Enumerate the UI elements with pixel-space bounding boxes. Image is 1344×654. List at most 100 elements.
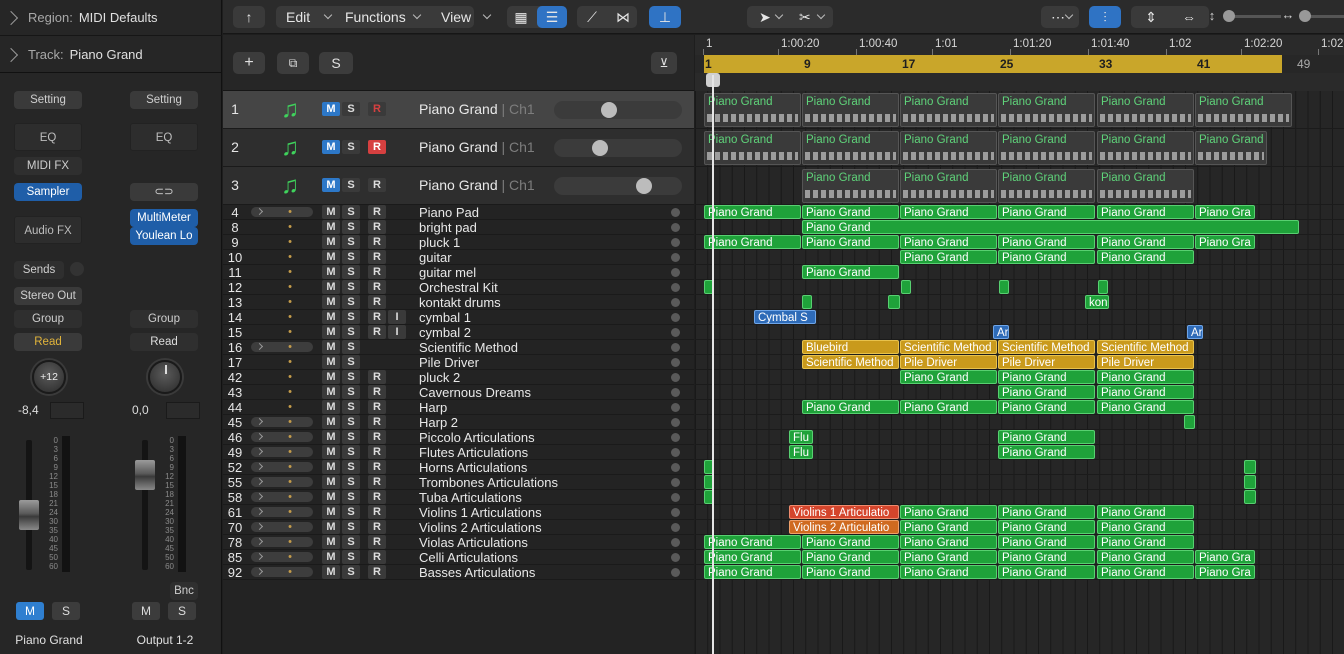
region[interactable]: Scientific Method (998, 340, 1095, 354)
track-name[interactable]: Violins 1 Articulations (419, 505, 542, 520)
record-button[interactable]: R (368, 385, 386, 399)
track-row[interactable]: 1 ♫ M S R Piano Grand | Ch1 (223, 91, 694, 129)
solo-button[interactable]: S (342, 490, 360, 504)
track-name[interactable]: Piano Grand | Ch1 (419, 177, 535, 193)
solo-button[interactable]: S (52, 602, 80, 620)
track-row[interactable]: 12 • M S R Orchestral Kit (223, 280, 694, 295)
chevron-right-icon[interactable] (3, 47, 19, 62)
region[interactable]: Bluebird (802, 340, 899, 354)
region[interactable]: Piano Grand (900, 550, 997, 564)
input-monitor-button[interactable]: I (388, 310, 406, 324)
mute-button[interactable]: M (322, 370, 340, 384)
region[interactable]: Piano Grand (1097, 93, 1194, 127)
solo-button[interactable]: S (342, 355, 360, 369)
mute-button[interactable]: M (322, 520, 340, 534)
region[interactable]: Piano Grand (998, 131, 1095, 165)
region[interactable]: Scientific Method (1097, 340, 1194, 354)
region[interactable] (1244, 460, 1256, 474)
track-name[interactable]: Orchestral Kit (419, 280, 498, 295)
track-stack-disclosure[interactable] (251, 522, 313, 532)
bounce-button[interactable]: Bnc (170, 582, 198, 600)
record-button[interactable]: R (368, 415, 386, 429)
region[interactable]: Piano Grand (1097, 250, 1194, 264)
region[interactable]: Piano Grand (1097, 235, 1194, 249)
waveform-zoom-icon[interactable]: ⫶ (1089, 6, 1121, 28)
mute-button[interactable]: M (322, 250, 340, 264)
region[interactable]: Piano Grand (1097, 565, 1194, 579)
track-stack-disclosure[interactable] (251, 567, 313, 577)
input-monitor-button[interactable]: I (388, 325, 406, 339)
track-stack-disclosure[interactable] (251, 552, 313, 562)
solo-button[interactable]: S (168, 602, 196, 620)
group-slot[interactable]: Group (14, 310, 82, 328)
region[interactable]: Piano Grand (900, 250, 997, 264)
record-button[interactable]: R (368, 430, 386, 444)
mute-button[interactable]: M (322, 445, 340, 459)
solo-button[interactable]: S (342, 340, 360, 354)
region[interactable]: Scientific Method (900, 340, 997, 354)
region[interactable]: Piano Grand (900, 205, 997, 219)
mute-button[interactable]: M (322, 565, 340, 579)
track-row[interactable]: 46 • M S R Piccolo Articulations (223, 430, 694, 445)
region[interactable]: Piano Grand (704, 205, 801, 219)
track-name[interactable]: cymbal 2 (419, 325, 471, 340)
region[interactable]: Piano Grand (1097, 535, 1194, 549)
region[interactable]: Piano Grand (802, 565, 899, 579)
solo-button[interactable]: S (342, 310, 360, 324)
track-volume-slider[interactable] (554, 177, 682, 195)
grid-view-icon[interactable]: ▦ (514, 9, 528, 25)
record-button[interactable]: R (368, 535, 386, 549)
solo-button[interactable]: S (342, 102, 360, 116)
solo-button[interactable]: S (342, 325, 360, 339)
region[interactable]: Piano Grand (802, 205, 899, 219)
track-name[interactable]: Trombones Articulations (419, 475, 558, 490)
mute-button[interactable]: M (322, 535, 340, 549)
solo-button[interactable]: S (342, 415, 360, 429)
region[interactable]: Piano Grand (802, 400, 899, 414)
track-stack-disclosure[interactable] (251, 477, 313, 487)
cycle-range[interactable] (704, 55, 1282, 73)
record-button[interactable]: R (368, 250, 386, 264)
record-button[interactable]: R (368, 325, 386, 339)
horizontal-fit-icon[interactable]: ⇔ (1182, 9, 1196, 25)
record-button[interactable]: R (368, 445, 386, 459)
track-row[interactable]: 85 • M S R Celli Articulations (223, 550, 694, 565)
record-button[interactable]: R (368, 102, 386, 116)
chevron-right-icon[interactable] (3, 10, 19, 25)
region[interactable] (888, 295, 900, 309)
region[interactable]: Piano Grand (1195, 93, 1292, 127)
record-button[interactable]: R (368, 400, 386, 414)
region[interactable]: Piano Grand (998, 370, 1095, 384)
vertical-zoom-slider[interactable] (1225, 15, 1281, 18)
track-stack-disclosure[interactable] (251, 417, 313, 427)
region[interactable]: Piano Grand (900, 93, 997, 127)
volume-fader[interactable] (135, 460, 155, 490)
region[interactable]: Piano Gra (1195, 565, 1255, 579)
edit-menu[interactable]: Edit (276, 6, 338, 28)
plugin-slot-youlean[interactable]: Youlean Lo (130, 227, 198, 245)
region[interactable]: Piano Grand (998, 169, 1095, 203)
region[interactable]: Piano Grand (1097, 550, 1194, 564)
region[interactable]: Piano Grand (1097, 205, 1194, 219)
track-name[interactable]: Piccolo Articulations (419, 430, 535, 445)
output-slot[interactable]: Stereo Out (14, 287, 82, 305)
track-row[interactable]: 4 • M S R Piano Pad (223, 205, 694, 220)
track-name[interactable]: Tuba Articulations (419, 490, 522, 505)
region[interactable]: Piano Grand (1097, 505, 1194, 519)
track-row[interactable]: 16 • M S Scientific Method (223, 340, 694, 355)
region[interactable]: Piano Grand (1097, 385, 1194, 399)
region[interactable]: Cymbal S (754, 310, 816, 324)
track-stack-disclosure[interactable] (251, 537, 313, 547)
region[interactable]: Piano Grand (802, 535, 899, 549)
group-slot[interactable]: Group (130, 310, 198, 328)
track-name[interactable]: Flutes Articulations (419, 445, 528, 460)
mute-button[interactable]: M (322, 400, 340, 414)
region[interactable]: Piano Grand (900, 169, 997, 203)
record-button[interactable]: R (368, 280, 386, 294)
region[interactable]: Piano Grand (998, 505, 1095, 519)
record-button[interactable]: R (368, 475, 386, 489)
region[interactable]: Piano Grand (802, 550, 899, 564)
